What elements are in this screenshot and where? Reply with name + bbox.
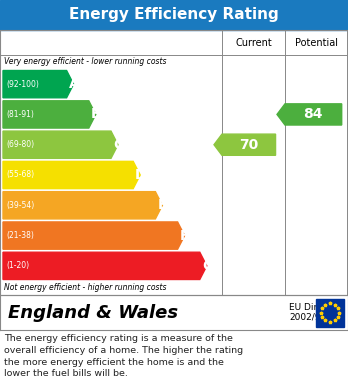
Text: D: D (135, 168, 147, 182)
Polygon shape (3, 222, 184, 249)
Text: E: E (157, 198, 167, 212)
Text: C: C (113, 138, 123, 152)
Text: (21-38): (21-38) (6, 231, 34, 240)
Text: (39-54): (39-54) (6, 201, 34, 210)
Polygon shape (3, 131, 118, 158)
Text: Energy Efficiency Rating: Energy Efficiency Rating (69, 7, 279, 23)
Bar (316, 298, 344, 326)
Text: (69-80): (69-80) (6, 140, 34, 149)
Polygon shape (3, 161, 140, 188)
Text: (55-68): (55-68) (6, 170, 34, 179)
Text: G: G (202, 259, 213, 273)
Text: EU Directive: EU Directive (289, 303, 345, 312)
Text: A: A (69, 77, 79, 91)
Text: The energy efficiency rating is a measure of the
overall efficiency of a home. T: The energy efficiency rating is a measur… (4, 334, 243, 378)
Text: (1-20): (1-20) (6, 261, 29, 270)
Polygon shape (3, 192, 163, 219)
Polygon shape (3, 70, 73, 98)
Text: Potential: Potential (295, 38, 338, 47)
Text: (81-91): (81-91) (6, 110, 34, 119)
Polygon shape (3, 101, 96, 128)
Text: England & Wales: England & Wales (8, 303, 178, 321)
Bar (0, 295, 348, 330)
Text: 84: 84 (303, 108, 323, 122)
Text: Not energy efficient - higher running costs: Not energy efficient - higher running co… (4, 283, 166, 292)
Text: B: B (91, 108, 101, 122)
Bar (0, 0, 348, 30)
Text: Very energy efficient - lower running costs: Very energy efficient - lower running co… (4, 57, 166, 66)
Text: F: F (180, 229, 189, 242)
Polygon shape (214, 134, 276, 155)
Polygon shape (3, 252, 207, 280)
Text: 70: 70 (239, 138, 259, 152)
Polygon shape (277, 104, 342, 125)
Text: Current: Current (235, 38, 272, 47)
Text: (92-100): (92-100) (6, 80, 39, 89)
Bar (0, 30, 348, 295)
Text: 2002/91/EC: 2002/91/EC (289, 313, 341, 322)
